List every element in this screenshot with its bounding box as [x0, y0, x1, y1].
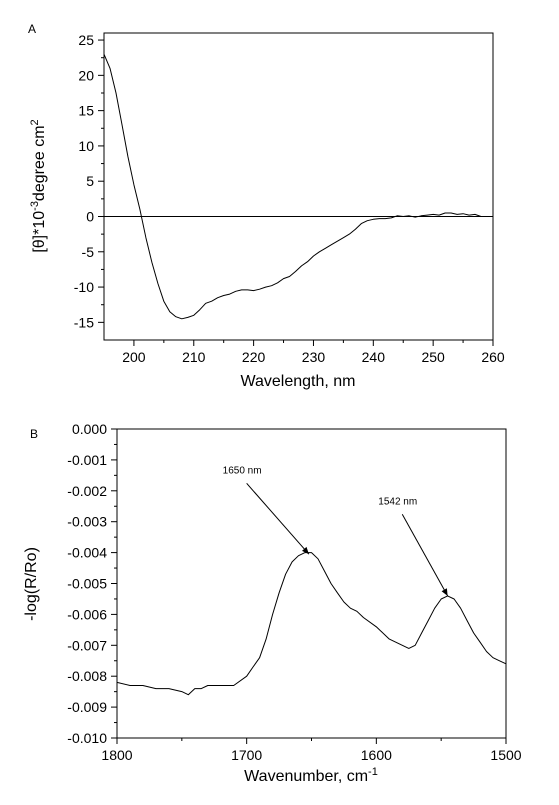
panel-b-annotations: 1650 nm 1542 nm: [223, 465, 449, 597]
x-tick-label: 250: [421, 349, 445, 365]
y-tick-label: -0.007: [67, 637, 107, 653]
y-tick-label: 25: [78, 32, 94, 48]
y-tick-label: -0.006: [67, 606, 107, 622]
panel-a-y-title-sup2: 2: [29, 119, 41, 125]
y-tick-label: 15: [78, 103, 94, 119]
y-tick-label: -15: [74, 314, 94, 330]
panel-b-x-title-sup: -1: [368, 766, 378, 778]
y-tick-label: -10: [74, 279, 94, 295]
x-tick-label: 260: [481, 349, 505, 365]
x-tick-label: 1500: [490, 747, 521, 763]
panel-b-x-ticks: 1800 1700 1600 1500: [101, 738, 522, 763]
panel-a-series: [103, 54, 493, 320]
x-tick-label: 230: [302, 349, 326, 365]
panel-b-chart: B 1800 1700 1600 1500 0.000 -0.001 -0.002 -0.0…: [23, 421, 522, 785]
x-tick-label: 1800: [101, 747, 132, 763]
annotation-arrow-line: [401, 514, 449, 597]
y-tick-label: -0.004: [67, 545, 107, 561]
x-tick-label: 1600: [361, 747, 392, 763]
x-tick-label: 200: [122, 349, 146, 365]
panel-b-x-title-part1: Wavenumber, cm: [244, 768, 368, 785]
panel-b-x-axis-title: Wavenumber, cm-1: [244, 766, 378, 785]
y-tick-label: -0.002: [67, 483, 107, 499]
x-tick-label: 1700: [231, 747, 262, 763]
x-tick-label: 240: [362, 349, 386, 365]
panel-b-label: B: [30, 427, 38, 441]
y-tick-label: -0.009: [67, 699, 107, 715]
y-tick-label: 5: [86, 173, 94, 189]
panel-a-x-ticks: 200 210 220 230 240 250 260: [122, 340, 505, 365]
y-tick-label: -0.010: [67, 730, 107, 746]
series-line: [116, 552, 507, 696]
x-tick-label: 210: [182, 349, 206, 365]
panel-a-y-ticks: -15 -10 -5 0 5 10 15 20 25: [74, 32, 104, 330]
panel-b-y-ticks: 0.000 -0.001 -0.002 -0.003 -0.004 -0.005 -0.00…: [67, 421, 117, 746]
y-tick-label: 0: [86, 208, 94, 224]
series-line: [103, 54, 493, 320]
panel-a-chart: A 200 210 220 230 240 250 260 -15-10-505101520…: [28, 22, 505, 390]
panel-a-y-title-part1: [θ]*10: [31, 211, 48, 253]
y-tick-label: -5: [82, 244, 95, 260]
annotation-label: 1650 nm: [223, 465, 262, 476]
x-tick-label: 220: [242, 349, 266, 365]
panel-a-y-axis-title: [θ]*10-3degree cm2: [29, 119, 48, 252]
annotation-arrow-line: [246, 483, 310, 555]
y-tick-label: 0.000: [72, 421, 107, 437]
y-tick-label: -0.005: [67, 576, 107, 592]
annotation-label: 1542 nm: [378, 496, 417, 507]
panel-b-series: [116, 552, 507, 696]
y-tick-label: 10: [78, 138, 94, 154]
y-tick-label: -0.001: [67, 452, 107, 468]
annotation-arrowhead: [441, 588, 448, 596]
panel-a-y-title-part2: degree cm: [31, 125, 48, 201]
y-tick-label: -0.008: [67, 668, 107, 684]
annotation-arrowhead: [302, 546, 309, 555]
panel-a-label: A: [28, 22, 36, 36]
panel-a-y-title-sup1: -3: [29, 201, 41, 211]
panel-a-plot-frame: [103, 32, 494, 341]
panel-b-plot-frame: [116, 428, 507, 739]
panel-a-x-axis-title: Wavelength, nm: [240, 373, 355, 390]
panel-b-y-axis-title: -log(R/Ro): [23, 547, 40, 621]
y-tick-label: -0.003: [67, 514, 107, 530]
y-tick-label: 20: [78, 67, 94, 83]
